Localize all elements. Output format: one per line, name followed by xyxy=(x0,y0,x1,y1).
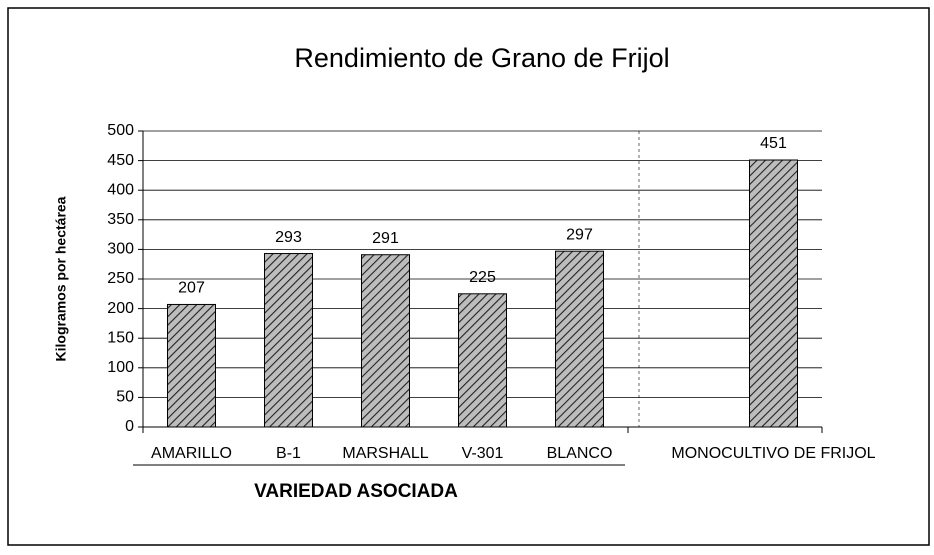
y-tick-label: 400 xyxy=(107,181,134,198)
bar xyxy=(749,159,798,428)
bar xyxy=(458,293,507,428)
y-axis-label: Kilogramos por hectárea xyxy=(53,196,69,361)
data-label: 291 xyxy=(372,230,399,247)
y-tick-label: 50 xyxy=(116,389,134,406)
bar xyxy=(361,254,410,428)
y-tick-label: 100 xyxy=(107,359,134,376)
data-label: 293 xyxy=(275,229,302,246)
y-tick-label: 250 xyxy=(107,270,134,287)
y-tick-label: 150 xyxy=(107,329,134,346)
x-tick-label: MONOCULTIVO DE FRIJOL xyxy=(671,445,875,462)
x-tick-label: B-1 xyxy=(276,445,301,462)
data-label: 297 xyxy=(566,226,593,243)
x-tick-label: V-301 xyxy=(462,445,504,462)
y-tick-label: 350 xyxy=(107,211,134,228)
bar xyxy=(264,253,313,428)
x-tick-label: AMARILLO xyxy=(151,445,232,462)
x-tick-label: BLANCO xyxy=(547,445,613,462)
data-label: 451 xyxy=(760,135,787,152)
x-tick-label: MARSHALL xyxy=(342,445,428,462)
group-label: VARIEDAD ASOCIADA xyxy=(254,481,458,502)
data-label: 207 xyxy=(178,280,205,297)
y-tick-label: 200 xyxy=(107,300,134,317)
chart-title: Rendimiento de Grano de Frijol xyxy=(294,43,669,73)
y-tick-label: 450 xyxy=(107,152,134,169)
bar xyxy=(555,250,604,428)
data-label: 225 xyxy=(469,269,496,286)
y-tick-label: 0 xyxy=(125,418,134,435)
bar xyxy=(167,303,216,428)
y-tick-label: 300 xyxy=(107,241,134,258)
y-tick-label: 500 xyxy=(107,122,134,139)
